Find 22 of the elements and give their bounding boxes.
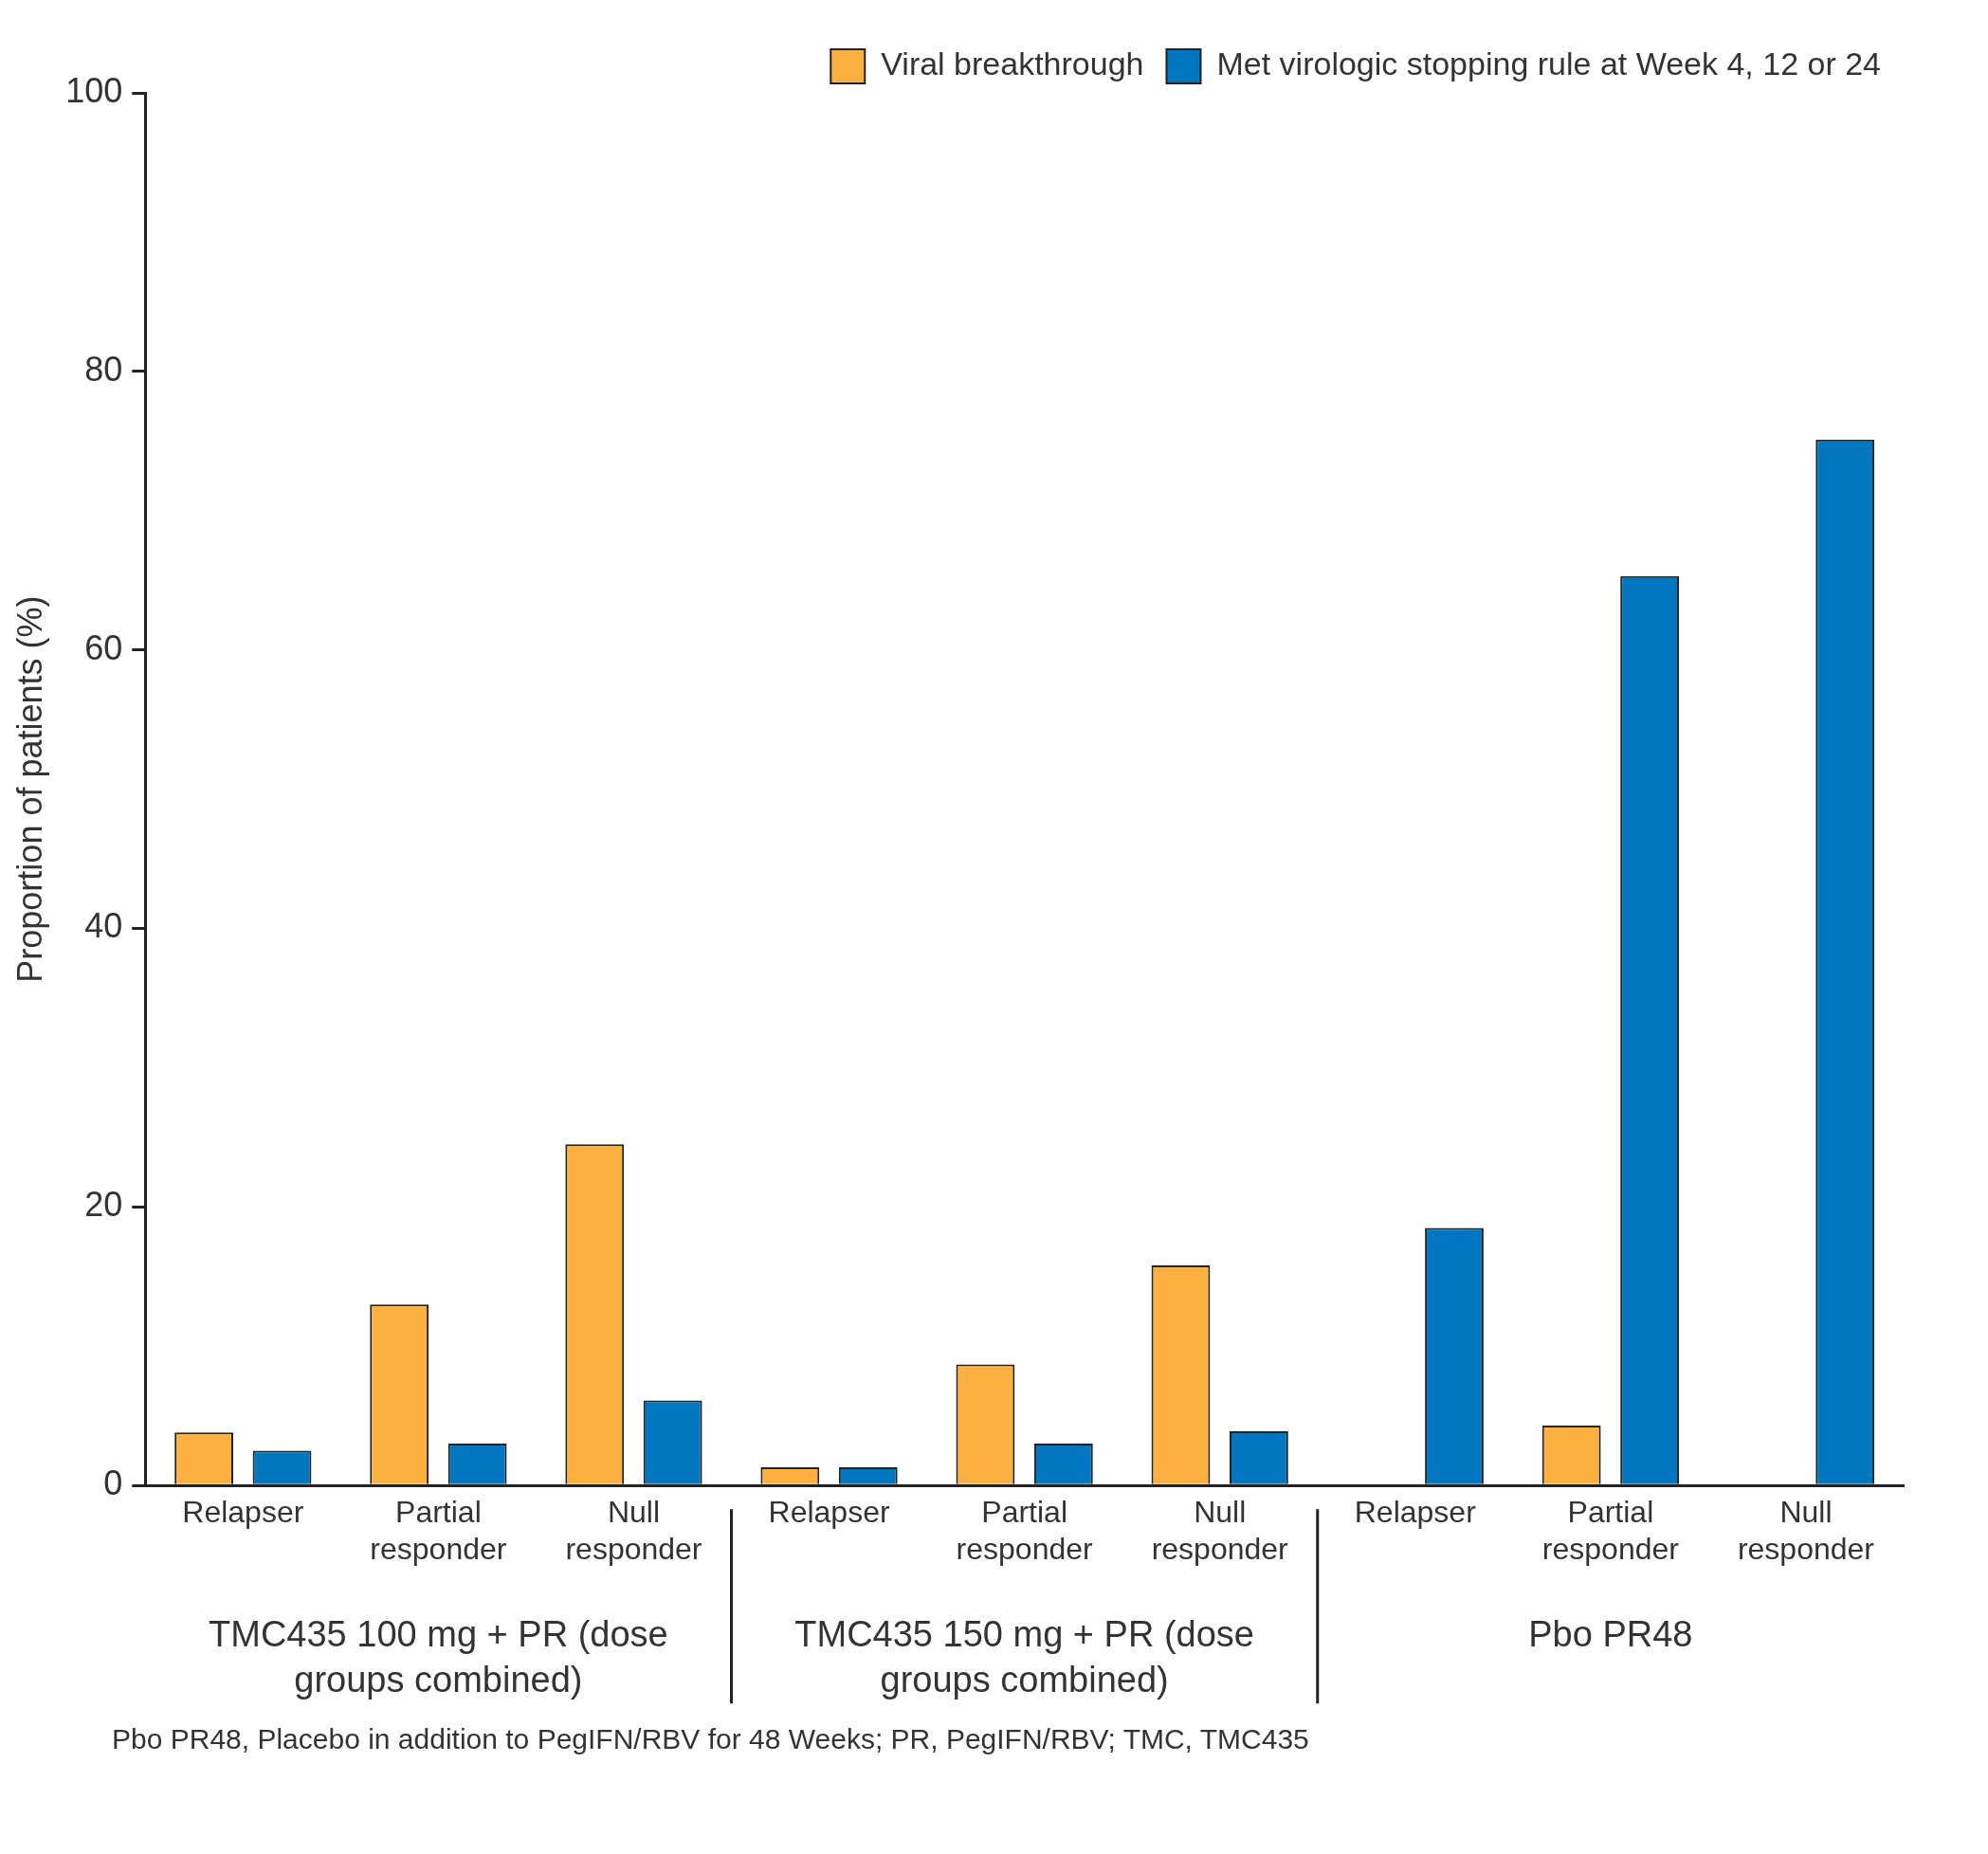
x-tick-label: Null responder [565,1495,702,1566]
x-tick-label: Relapser [768,1495,890,1530]
x-tick-label: Partial responder [956,1495,1094,1566]
y-axis-title: Proportion of patients (%) [9,595,49,983]
x-tick-label: Partial responder [370,1495,507,1566]
y-tick-label: 60 [84,627,123,667]
x-tick-label: Null responder [1151,1495,1289,1566]
text: TMC435 100 mg + PR (dose groups combined) [209,1613,668,1700]
x-tick-label: Partial responder [1541,1495,1680,1566]
y-tick-label: 100 [65,70,123,110]
x-tick-label: Relapser [182,1495,304,1530]
y-tick-label: 40 [84,906,123,946]
text: Pbo PR48 [1528,1613,1693,1654]
y-tick-label: 20 [84,1185,123,1225]
legend-label: Viral breakthrough [881,45,1144,82]
legend-label: Met virologic stopping rule at Week 4, 12 or 24 [1216,45,1882,82]
y-tick-label: 80 [84,349,123,389]
x-tick-label: Relapser [1354,1495,1477,1530]
y-tick-label: 0 [103,1463,123,1503]
text: Pbo PR48, Placebo in addition to PegIFN/RBV for 48 Weeks; PR, PegIFN/RBV; TMC, TMC435 [112,1723,1310,1755]
text: TMC435 150 mg + PR (dose groups combined) [794,1613,1254,1700]
x-tick-label: Null responder [1737,1495,1875,1566]
